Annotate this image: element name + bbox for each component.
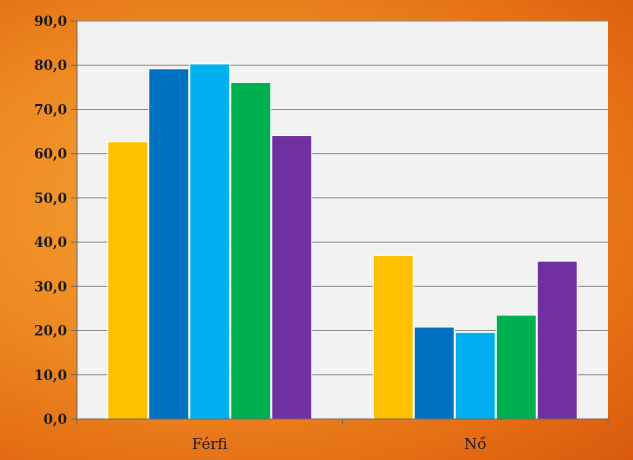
y-tick-label: 0,0 (44, 412, 68, 428)
axes (71, 20, 609, 425)
y-tick-label: 10,0 (34, 368, 67, 384)
y-tick-label: 80,0 (34, 58, 67, 74)
y-tick-label: 50,0 (34, 191, 67, 207)
bar (107, 141, 149, 420)
y-tick-label: 90,0 (34, 14, 67, 30)
bar (148, 68, 190, 420)
y-tick-label: 20,0 (34, 324, 67, 340)
bar (495, 314, 537, 420)
bar (230, 81, 272, 420)
x-tick-label: Nő (464, 435, 486, 453)
y-tick-label: 40,0 (34, 235, 67, 251)
bar (372, 254, 414, 420)
bar (189, 63, 231, 420)
y-tick-label: 70,0 (34, 102, 67, 118)
bars (107, 63, 578, 420)
y-tick-labels: 0,0 10,0 20,0 30,0 40,0 50,0 60,0 70,0 80,0 90,0 (34, 14, 67, 428)
bar (536, 260, 578, 420)
bar (413, 326, 455, 420)
bar (454, 331, 496, 420)
bar (271, 135, 313, 420)
x-tick-label: Férfi (192, 435, 228, 453)
x-tick-labels: Férfi Nő (192, 435, 486, 453)
y-tick-label: 30,0 (34, 279, 67, 295)
y-tick-label: 60,0 (34, 147, 67, 163)
